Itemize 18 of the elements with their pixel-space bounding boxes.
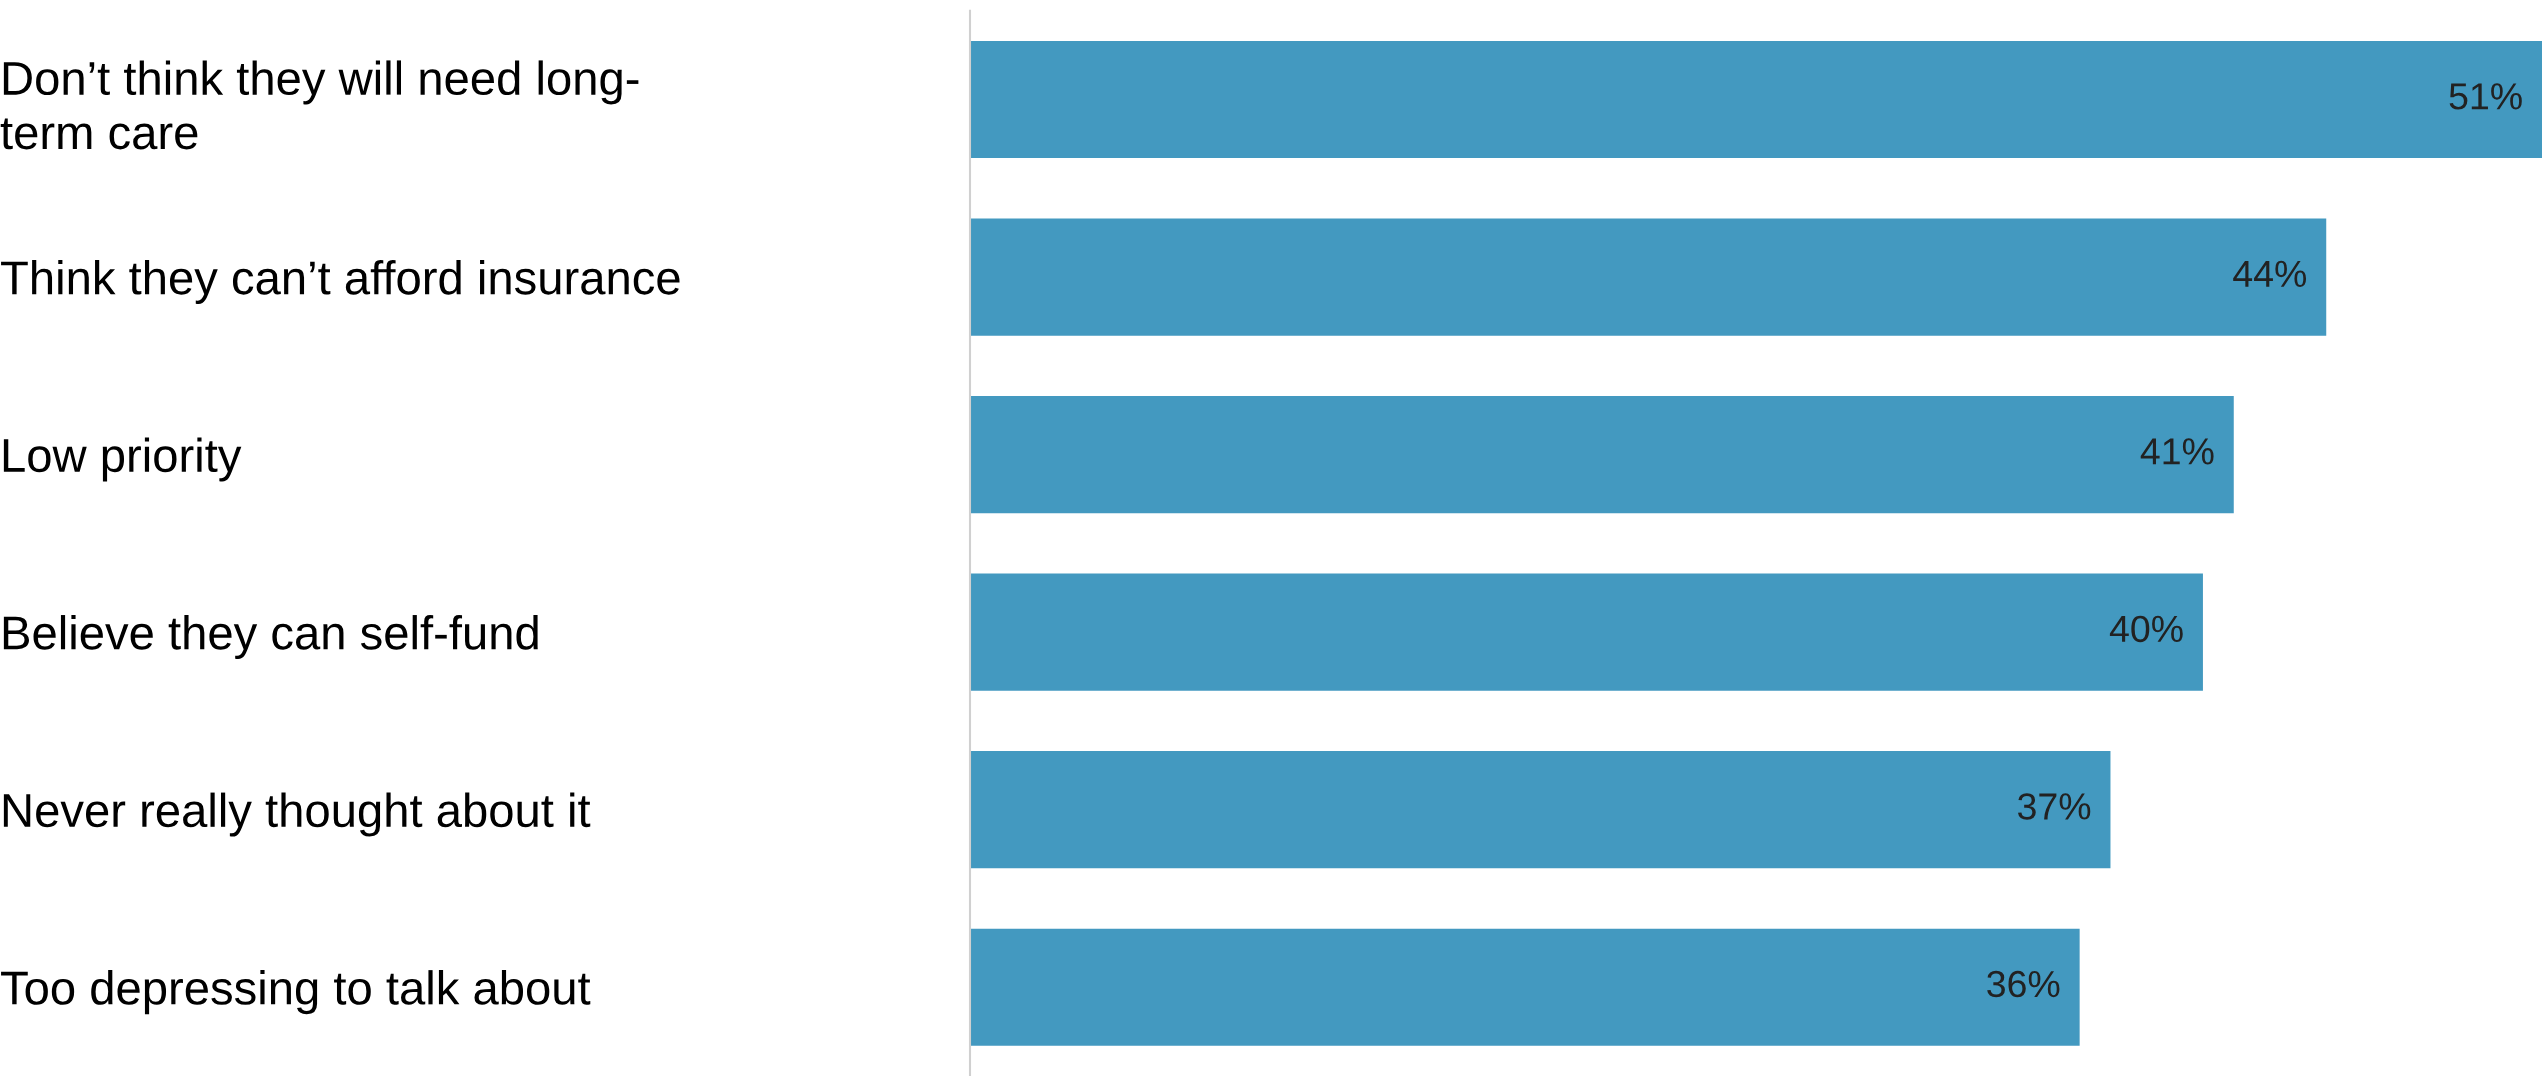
data-label: 44% — [2233, 260, 2307, 287]
data-label: 41% — [2140, 438, 2214, 465]
y-tick-label: Believe they can self-fund — [3, 615, 538, 660]
data-label: 40% — [2109, 615, 2183, 643]
y-tick-label: Never really thought about it — [3, 792, 591, 837]
bar — [970, 218, 2327, 336]
bar — [970, 751, 2111, 869]
y-tick-label: Think they can’t afford insurance — [1, 259, 680, 304]
data-label: 36% — [1987, 970, 2060, 998]
y-tick-label: Low priority — [3, 437, 242, 482]
bar — [970, 40, 2542, 159]
data-label: 37% — [2017, 793, 2091, 820]
y-tick-label: Don’t think they will need long- term care — [0, 60, 639, 150]
bar — [970, 573, 2203, 691]
data-label: 51% — [2449, 83, 2522, 110]
bar — [970, 396, 2234, 514]
bar — [970, 928, 2080, 1046]
y-tick-label: Too depressing to talk about — [1, 970, 591, 1015]
